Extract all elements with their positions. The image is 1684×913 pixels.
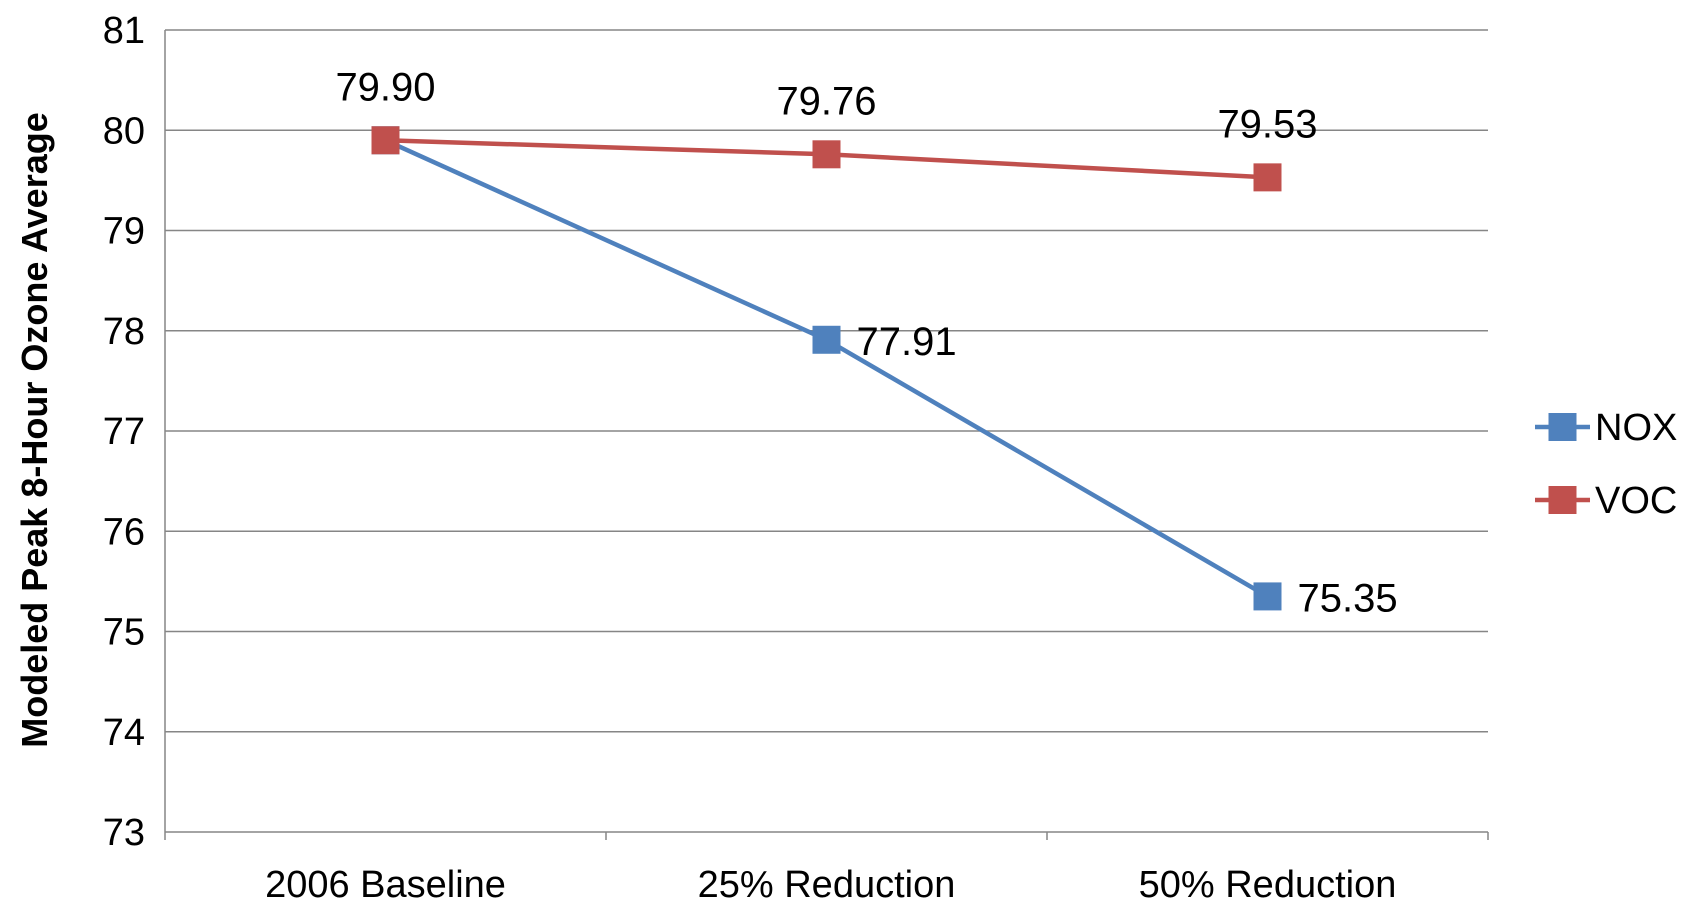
y-tick-label: 78 xyxy=(103,311,145,353)
series-group xyxy=(371,126,1282,611)
legend-marker-nox xyxy=(1548,413,1577,441)
y-tick-label: 74 xyxy=(103,712,145,754)
data-label-nox: 77.91 xyxy=(857,320,957,364)
data-label-voc: 79.76 xyxy=(776,79,876,123)
x-tick-label: 50% Reduction xyxy=(1139,864,1397,906)
y-axis-title: Modeled Peak 8-Hour Ozone Average xyxy=(14,112,55,748)
x-tick-label: 2006 Baseline xyxy=(265,864,506,906)
legend-label-nox: NOX xyxy=(1595,407,1677,449)
y-tick-label: 80 xyxy=(103,110,145,152)
legend: NOX VOC xyxy=(1535,407,1677,522)
legend-marker-voc xyxy=(1548,486,1577,514)
y-tick-label: 73 xyxy=(103,812,145,854)
y-tick-label: 75 xyxy=(103,612,145,654)
data-label-voc: 79.53 xyxy=(1217,102,1317,146)
legend-label-voc: VOC xyxy=(1595,480,1677,522)
x-tick-label: 25% Reduction xyxy=(698,864,956,906)
data-labels: 77.91 75.35 79.90 79.76 79.53 xyxy=(335,65,1397,620)
y-tick-label: 81 xyxy=(103,10,145,52)
marker-nox xyxy=(812,325,841,354)
marker-voc xyxy=(371,126,400,155)
data-label-voc: 79.90 xyxy=(335,65,435,109)
series-line-nox xyxy=(384,138,1269,599)
data-label-nox: 75.35 xyxy=(1298,576,1398,620)
marker-voc xyxy=(1253,163,1282,192)
y-tick-label: 79 xyxy=(103,211,145,253)
marker-voc xyxy=(812,140,841,169)
y-tick-label: 76 xyxy=(103,511,145,553)
marker-nox xyxy=(1253,582,1282,611)
x-tick-labels: 2006 Baseline 25% Reduction 50% Reduction xyxy=(265,864,1396,906)
y-tick-labels: 73 74 75 76 77 78 79 80 81 xyxy=(103,10,145,854)
y-tick-label: 77 xyxy=(103,411,145,453)
